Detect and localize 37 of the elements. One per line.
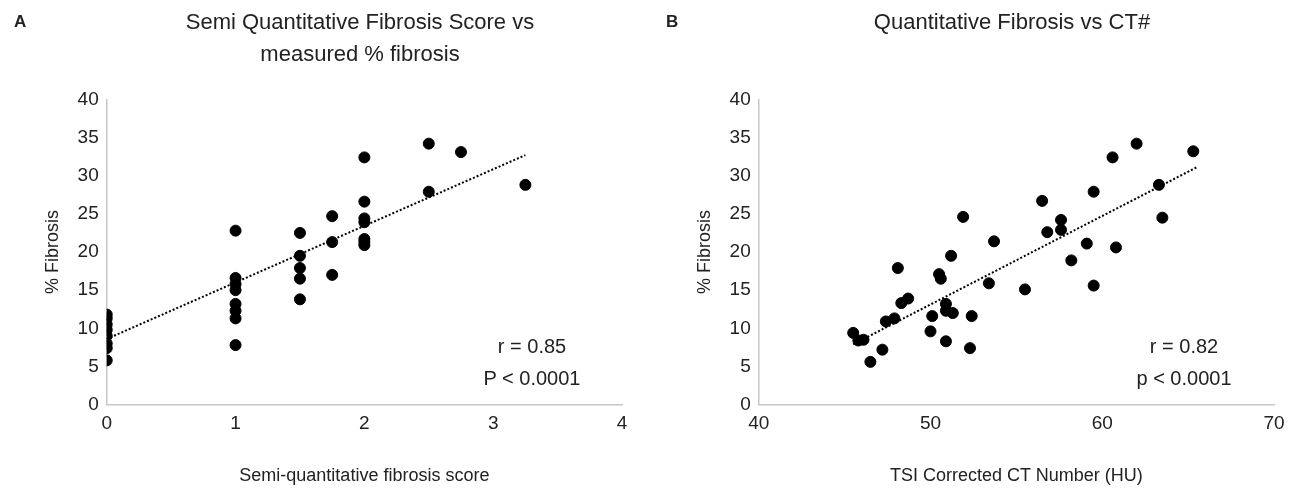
y-tick-label: 0 — [88, 392, 99, 414]
annotation: P < 0.0001 — [483, 366, 581, 389]
y-tick-label: 20 — [729, 240, 751, 262]
x-axis-title: Semi-quantitative fibrosis score — [239, 465, 490, 486]
y-tick-label: 40 — [729, 87, 751, 109]
x-tick-label: 2 — [359, 412, 370, 434]
y-tick-label: 10 — [729, 316, 751, 338]
y-axis-title: % Fibrosis — [693, 209, 714, 295]
x-tick-label: 3 — [487, 412, 499, 434]
text: A — [14, 12, 27, 32]
text: B — [666, 12, 679, 32]
y-tick-label: 35 — [77, 125, 99, 147]
y-axis-title: % Fibrosis — [41, 209, 62, 295]
annotation: r = 0.85 — [497, 334, 567, 357]
y-tick-label: 25 — [729, 202, 751, 224]
annotation: r = 0.82 — [1149, 334, 1219, 357]
y-tick-label: 30 — [77, 163, 99, 185]
y-tick-label: 15 — [729, 278, 751, 300]
x-tick-label: 70 — [1263, 412, 1285, 434]
y-tick-label: 5 — [88, 354, 99, 376]
y-tick-label: 0 — [740, 392, 751, 414]
x-tick-label: 50 — [919, 412, 942, 434]
x-axis-title: TSI Corrected CT Number (HU) — [890, 465, 1143, 486]
x-tick-label: 4 — [616, 412, 628, 434]
x-tick-label: 1 — [230, 412, 241, 434]
y-tick-label: 20 — [77, 240, 99, 262]
y-tick-label: 15 — [77, 278, 99, 300]
chart-title: Semi Quantitative Fibrosis Score vs measured % fibrosis — [184, 8, 536, 68]
x-tick-label: 60 — [1091, 412, 1113, 434]
y-tick-label: 5 — [740, 354, 751, 376]
y-tick-label: 35 — [729, 125, 751, 147]
y-tick-label: 10 — [77, 316, 99, 338]
chart-title: Quantitative Fibrosis vs CT# — [872, 8, 1152, 36]
y-tick-label: 30 — [729, 163, 751, 185]
y-tick-label: 40 — [77, 87, 99, 109]
annotation: p < 0.0001 — [1136, 366, 1232, 389]
y-tick-label: 25 — [77, 202, 99, 224]
